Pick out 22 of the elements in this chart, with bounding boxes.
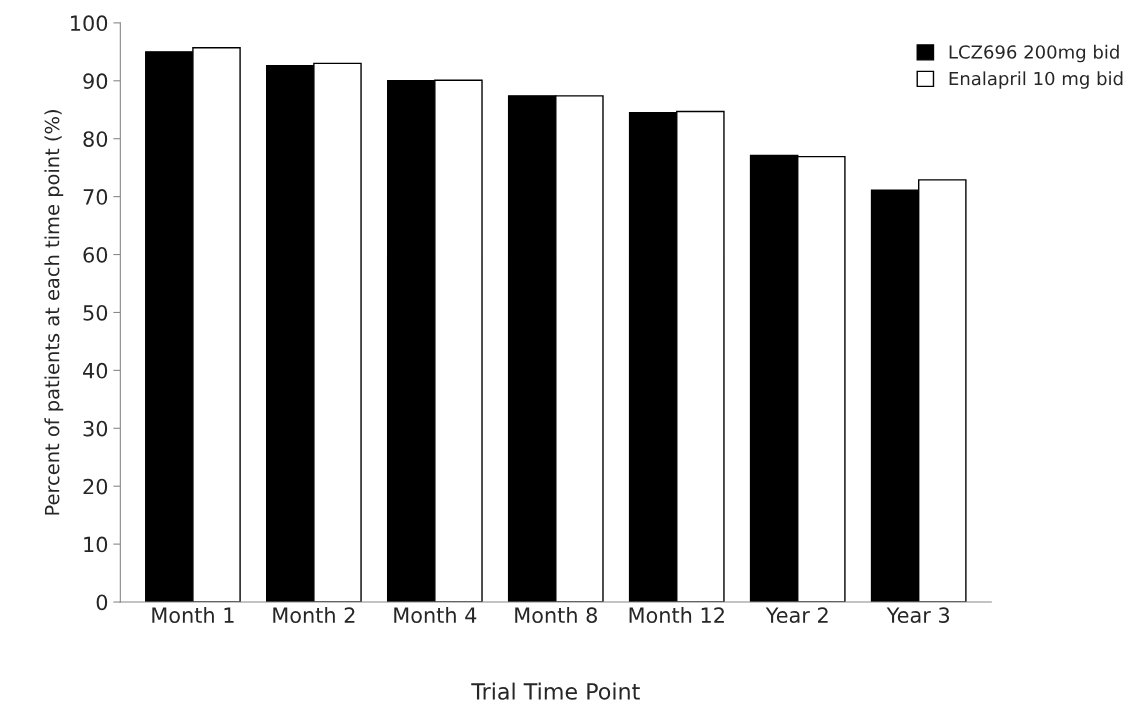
x-tick-label: Month 2: [273, 606, 355, 624]
legend-label: LCZ696 200mg bid: [949, 44, 1119, 63]
y-axis-title: Percent of patients at each time point (%): [44, 110, 64, 515]
y-tick-label: 30: [83, 420, 108, 437]
x-tick-label: Month 4: [394, 606, 477, 624]
x-tick-label: Month 12: [629, 606, 724, 624]
y-tick-label: 50: [83, 304, 108, 321]
y-tick-label: 80: [83, 131, 108, 147]
x-tick-label: Year 2: [765, 607, 828, 624]
y-tick-label: 0: [96, 594, 108, 611]
y-tick-label: 60: [83, 246, 108, 263]
y-tick-label: 20: [83, 478, 108, 495]
y-tick-label: 40: [83, 362, 108, 379]
x-axis-title: Trial Time Point: [471, 682, 640, 700]
y-tick-label: 100: [71, 15, 108, 32]
x-tick-label: Month 8: [515, 606, 597, 624]
x-tick-label: Month 1: [152, 606, 234, 624]
x-tick-label: Year 3: [886, 607, 950, 624]
y-tick-label: 90: [83, 73, 108, 90]
legend-label: Enalapril 10 mg bid: [949, 71, 1123, 89]
y-tick-label: 70: [83, 189, 108, 205]
y-tick-label: 10: [84, 536, 108, 553]
